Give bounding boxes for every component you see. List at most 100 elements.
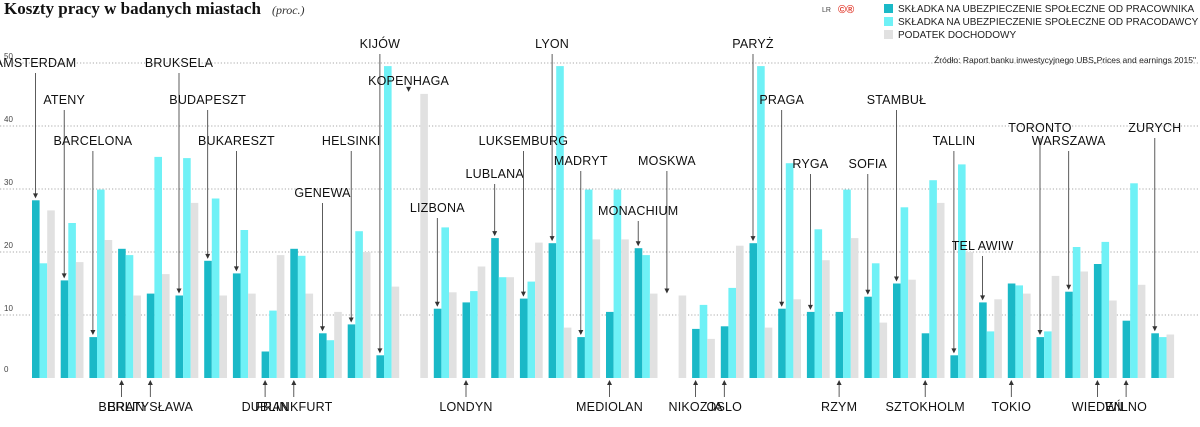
city-label: DUBLIN bbox=[242, 400, 289, 414]
bar-employer bbox=[1015, 285, 1023, 378]
leader-arrow bbox=[807, 304, 813, 310]
bar-employee bbox=[60, 280, 69, 378]
city-label: BRATYSŁAWA bbox=[108, 400, 194, 414]
leader-arrow bbox=[693, 380, 699, 385]
bar-employer bbox=[814, 229, 823, 378]
bar-employer bbox=[1072, 247, 1081, 378]
city-label: TEL AWIW bbox=[952, 239, 1014, 253]
grid: 0 10 20 30 40 50 bbox=[0, 52, 1200, 374]
y-tick-label: 50 bbox=[4, 52, 13, 61]
city-label: LUKSEMBURG bbox=[479, 134, 569, 148]
leader-arrow bbox=[578, 330, 584, 336]
bar-employee bbox=[864, 296, 872, 378]
bar-employee bbox=[1093, 264, 1102, 378]
city-label: MEDIOLAN bbox=[576, 400, 643, 414]
city-label: BUDAPESZT bbox=[169, 93, 246, 107]
bar-tax bbox=[47, 210, 55, 378]
bar-employee bbox=[921, 333, 930, 378]
leader-arrow bbox=[262, 380, 268, 385]
leader-arrow bbox=[176, 288, 182, 294]
bar-employer bbox=[441, 227, 449, 378]
leader-arrow bbox=[1037, 330, 1043, 336]
legend-label-employee: SKŁADKA NA UBEZPIECZENIE SPOŁECZNE OD PR… bbox=[898, 4, 1195, 15]
leader-arrow bbox=[1066, 284, 1072, 290]
leader-arrow bbox=[664, 288, 670, 294]
bar-employee bbox=[462, 302, 471, 378]
city-label: NIKOZJA bbox=[669, 400, 724, 414]
bar-employer bbox=[269, 310, 277, 378]
bar-tax bbox=[879, 322, 888, 378]
bar-employer bbox=[1044, 331, 1052, 378]
city-label: PRAGA bbox=[759, 93, 804, 107]
bar-employer bbox=[183, 158, 191, 378]
bar-employer bbox=[211, 198, 220, 378]
leader-arrow bbox=[635, 241, 641, 247]
bar-tax bbox=[420, 93, 428, 379]
leader-arrow bbox=[1094, 380, 1100, 385]
leader-arrow bbox=[377, 348, 383, 354]
leader-arrow bbox=[865, 289, 871, 295]
bar-employer bbox=[871, 263, 880, 378]
city-label: LIZBONA bbox=[410, 201, 465, 215]
bar-employee bbox=[433, 308, 442, 378]
leader-arrow bbox=[205, 253, 211, 259]
bar-employer bbox=[699, 304, 708, 378]
bar-tax bbox=[850, 238, 859, 378]
bar-employee bbox=[319, 333, 327, 378]
bar-employee bbox=[146, 293, 155, 378]
bar-employer bbox=[642, 255, 650, 378]
leader-arrow bbox=[520, 291, 526, 297]
legend-label-employer: SKŁADKA NA UBEZPIECZENIE SPOŁECZNE OD PR… bbox=[898, 17, 1199, 28]
leader-arrow bbox=[1008, 380, 1014, 385]
city-label: BERLIN bbox=[98, 400, 144, 414]
publisher-logo: ©® bbox=[838, 4, 854, 16]
leader-arrow bbox=[61, 273, 67, 279]
leader-arrow bbox=[291, 380, 297, 385]
leader-arrow bbox=[147, 380, 153, 385]
bar-employer bbox=[355, 231, 363, 378]
legend-swatch-tax bbox=[884, 30, 893, 39]
bar-employee bbox=[261, 351, 270, 378]
leader-arrow bbox=[894, 276, 899, 282]
bar-employer bbox=[929, 180, 937, 378]
leader-arrow bbox=[233, 266, 239, 272]
city-label: SOFIA bbox=[849, 157, 888, 171]
bar-employee bbox=[175, 295, 184, 378]
source-note: Źródło: Raport banku inwestycyjnego UBS„… bbox=[934, 55, 1196, 65]
bar-employer bbox=[154, 156, 162, 378]
bar-employee bbox=[376, 355, 384, 378]
bar-tax bbox=[736, 245, 744, 378]
bar-employee bbox=[491, 238, 499, 378]
city-label: STAMBUŁ bbox=[867, 93, 927, 107]
bar-tax bbox=[305, 293, 314, 378]
leader-arrow bbox=[348, 317, 354, 323]
city-label: LUBLANA bbox=[466, 167, 525, 181]
bar-tax bbox=[276, 255, 285, 378]
legend-label-tax: PODATEK DOCHODOWY bbox=[898, 30, 1016, 41]
bar-employer bbox=[1158, 337, 1167, 378]
bar-employer bbox=[498, 277, 507, 378]
logo-small-text: LR bbox=[822, 7, 831, 14]
bar-employee bbox=[32, 200, 40, 378]
city-label: TORONTO bbox=[1008, 121, 1072, 135]
bar-employer bbox=[97, 189, 105, 378]
bar-tax bbox=[678, 295, 687, 378]
bar-tax bbox=[1051, 275, 1060, 378]
bar-tax bbox=[1080, 271, 1088, 378]
bar-employer bbox=[556, 66, 564, 378]
bar-employee bbox=[118, 248, 126, 378]
leader-arrow bbox=[607, 380, 612, 385]
city-label: WILNO bbox=[1105, 400, 1147, 414]
bar-tax bbox=[219, 295, 227, 378]
bar-employee bbox=[290, 248, 298, 378]
bar-employee bbox=[606, 311, 614, 378]
bar-employer bbox=[326, 340, 335, 378]
bar-tax bbox=[563, 327, 572, 378]
leader-arrow bbox=[980, 295, 986, 301]
bar-employer bbox=[470, 291, 478, 378]
city-label: RYGA bbox=[792, 157, 828, 171]
legend-swatch-employee bbox=[884, 4, 893, 13]
bar-employer bbox=[900, 207, 909, 378]
bar-tax bbox=[362, 252, 371, 378]
